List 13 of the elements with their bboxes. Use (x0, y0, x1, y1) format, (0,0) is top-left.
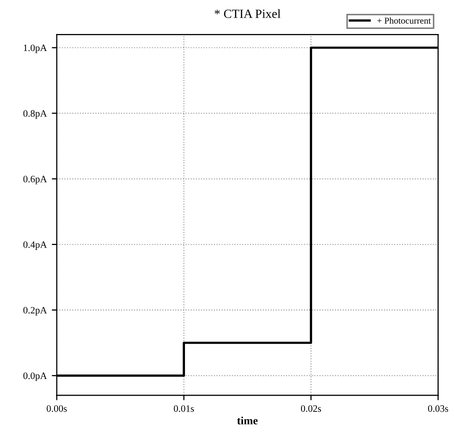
x-tick-label: 0.01s (174, 405, 194, 412)
y-tick-label: 0.2pA (23, 306, 47, 316)
y-tick-label: 0.6pA (23, 176, 47, 184)
chart-title: * CTIA Pixel (214, 9, 281, 18)
y-tick-label: 1.0pA (24, 44, 47, 54)
y-tick-label: 0.4pA (23, 241, 47, 250)
y-tick-label: 0.8pA (23, 110, 47, 119)
x-tick-label: 0.00s (46, 405, 67, 412)
x-tick-label: 0.02s (300, 405, 322, 412)
x-axis-title: time (237, 416, 258, 424)
legend-label: + Photocurrent (377, 17, 431, 24)
y-tick-label: 0.0pA (23, 372, 47, 382)
x-tick-label: 0.03s (428, 405, 448, 412)
